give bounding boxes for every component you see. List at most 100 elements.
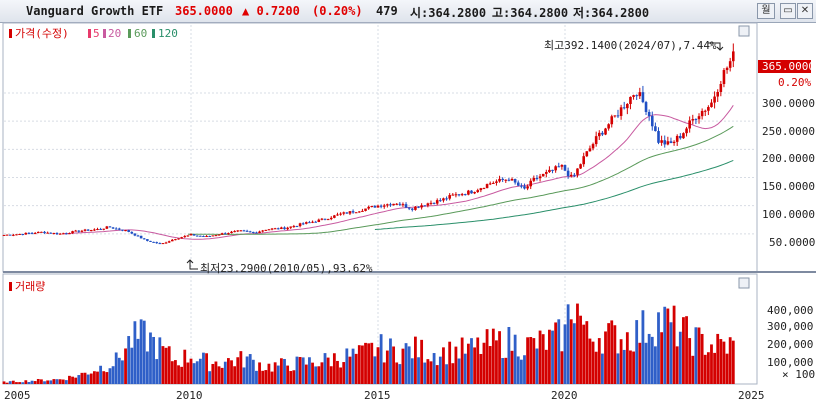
volume-bar — [448, 341, 452, 384]
volume-bar — [719, 339, 723, 384]
candle-body — [501, 178, 504, 180]
candle-body — [2, 234, 6, 236]
candle-body — [354, 212, 358, 214]
volume-bar — [142, 320, 146, 384]
candle-body — [532, 177, 536, 181]
ma120-line — [374, 159, 734, 230]
candle-body — [24, 232, 28, 235]
volume-bar — [174, 360, 177, 384]
candle-body — [650, 116, 654, 127]
volume-bar — [223, 361, 227, 384]
volume-bar — [92, 371, 96, 384]
volume-bar — [74, 377, 78, 384]
candle-body — [133, 233, 137, 236]
candle-body — [482, 188, 486, 190]
volume-bar — [585, 321, 589, 384]
candle-body — [283, 227, 286, 230]
volume-bar — [392, 346, 395, 384]
volume-bar — [24, 380, 28, 384]
volume-bar — [591, 341, 595, 384]
candle-body — [121, 229, 124, 231]
candle-body — [682, 133, 685, 139]
volume-bar — [423, 362, 427, 384]
volume-bar — [417, 357, 420, 384]
volume-bar — [255, 370, 258, 384]
price-panel-menu-button[interactable] — [738, 25, 750, 37]
candle-body — [61, 233, 65, 235]
volume-legend-swatch — [9, 282, 12, 291]
volume-tick-label: 200,000 — [767, 338, 813, 351]
volume-bar — [11, 380, 15, 384]
volume-bar — [479, 353, 483, 384]
candle-body — [158, 243, 162, 245]
volume-bar — [99, 365, 103, 384]
candle-body — [588, 148, 592, 152]
volume-bar — [214, 361, 218, 384]
volume-bar — [233, 366, 237, 384]
candle-body — [417, 206, 420, 208]
ma120-legend-swatch — [152, 29, 155, 38]
candle-body — [404, 204, 408, 208]
period-monthly-button[interactable]: 월 — [757, 3, 775, 19]
volume-bar — [728, 337, 732, 384]
candle-body — [361, 210, 364, 212]
candle-body — [582, 156, 585, 165]
candle-body — [139, 235, 143, 239]
candle-body — [33, 233, 37, 235]
volume-bar — [102, 371, 106, 384]
volume-bar — [594, 351, 598, 384]
candle-body — [538, 176, 542, 179]
candle-body — [367, 206, 370, 209]
candle-body — [211, 235, 215, 237]
volume-bar — [77, 375, 81, 384]
candle-body — [270, 228, 274, 230]
candle-body — [432, 202, 436, 204]
volume-bar — [582, 324, 586, 384]
candle-body — [700, 110, 704, 117]
volume-bar — [311, 362, 314, 384]
candle-body — [65, 233, 68, 235]
volume-bar — [476, 337, 480, 384]
volume-bar — [130, 347, 134, 384]
candle-body — [488, 183, 492, 185]
volume-bar — [641, 310, 645, 384]
candle-body — [301, 223, 305, 225]
volume-bar — [326, 357, 330, 384]
volume-bar — [688, 338, 692, 384]
volume-bar — [43, 381, 46, 384]
volume-bar — [279, 358, 283, 384]
volume-bar — [183, 349, 187, 384]
candle-body — [99, 228, 102, 230]
candle-body — [395, 203, 398, 205]
volume-bar — [538, 330, 542, 384]
candle-body — [523, 186, 526, 189]
open-price: 시:364.2800 — [410, 6, 487, 20]
candle-body — [379, 205, 383, 207]
candle-body — [473, 192, 476, 194]
ma60-legend-label: 60 — [134, 27, 147, 40]
candle-body — [370, 206, 374, 208]
volume-bar — [264, 370, 268, 384]
volume-bar — [488, 346, 492, 384]
volume-bar — [317, 366, 321, 384]
volume-bar — [638, 342, 642, 384]
volume-bar — [133, 321, 137, 384]
volume-bar — [569, 319, 573, 384]
volume-bar — [604, 331, 607, 384]
minimize-button[interactable]: ▭ — [780, 3, 796, 19]
volume-bar — [180, 366, 184, 384]
candle-body — [410, 208, 414, 210]
candle-body — [152, 241, 155, 243]
volume-bar — [127, 336, 131, 384]
candle-body — [314, 221, 317, 223]
all-time-high-annotation: 최고392.1400(2024/07),7.44% — [544, 39, 717, 52]
candle-body — [339, 213, 342, 215]
candle-body — [118, 228, 121, 230]
volume-bar — [61, 379, 65, 384]
close-button[interactable]: ✕ — [797, 3, 813, 19]
volume-bar — [258, 362, 261, 384]
candle-body — [476, 190, 480, 193]
volume-panel-menu-button[interactable] — [738, 277, 750, 289]
candle-body — [336, 214, 339, 216]
candle-body — [55, 232, 59, 235]
